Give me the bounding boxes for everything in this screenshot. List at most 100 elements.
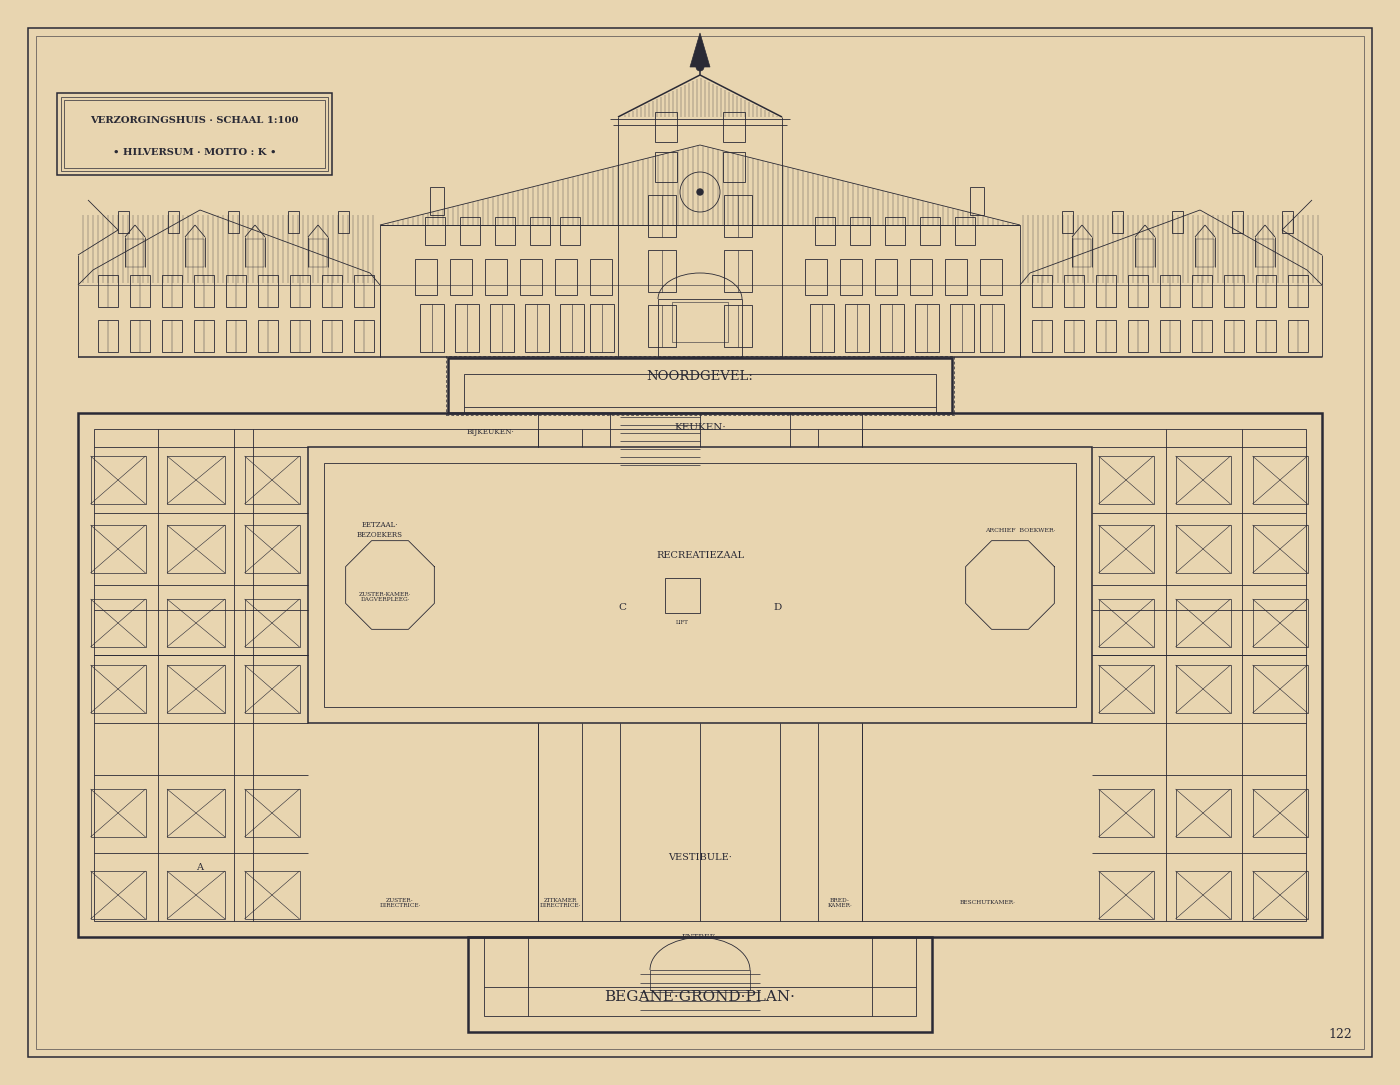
Bar bbox=[1032, 275, 1051, 307]
Text: ZUSTER-KAMER·
DAGVERPLEEG·: ZUSTER-KAMER· DAGVERPLEEG· bbox=[358, 591, 412, 602]
Bar bbox=[322, 320, 342, 352]
Bar bbox=[258, 275, 279, 307]
Bar bbox=[1032, 320, 1051, 352]
Bar bbox=[94, 429, 1306, 921]
Bar bbox=[64, 100, 325, 168]
Bar bbox=[490, 304, 514, 352]
Text: BEGANE·GROND·PLAN·: BEGANE·GROND·PLAN· bbox=[605, 990, 795, 1004]
Circle shape bbox=[697, 189, 703, 195]
Bar bbox=[1099, 599, 1154, 647]
Bar bbox=[724, 250, 752, 292]
Bar bbox=[1176, 456, 1231, 505]
Bar bbox=[322, 275, 342, 307]
Bar bbox=[1176, 871, 1231, 919]
Bar bbox=[448, 358, 952, 413]
Bar bbox=[658, 299, 742, 357]
Text: BESCHUTKAMER·: BESCHUTKAMER· bbox=[960, 901, 1016, 906]
Bar bbox=[118, 210, 129, 233]
Bar bbox=[91, 456, 146, 505]
Bar bbox=[1253, 789, 1308, 837]
Bar bbox=[1253, 871, 1308, 919]
Bar bbox=[91, 789, 146, 837]
Bar bbox=[885, 217, 904, 245]
Bar bbox=[1128, 275, 1148, 307]
Bar bbox=[484, 937, 916, 1016]
Bar bbox=[1253, 665, 1308, 713]
Bar bbox=[846, 304, 869, 352]
Bar bbox=[1099, 871, 1154, 919]
Bar bbox=[648, 250, 676, 292]
Bar bbox=[323, 463, 1077, 707]
Bar bbox=[195, 275, 214, 307]
Bar bbox=[245, 456, 300, 505]
Bar bbox=[955, 217, 974, 245]
Bar bbox=[91, 525, 146, 573]
Bar bbox=[655, 112, 678, 142]
Bar bbox=[195, 320, 214, 352]
Bar bbox=[430, 187, 444, 215]
Bar bbox=[1161, 320, 1180, 352]
Bar bbox=[167, 665, 225, 713]
Bar bbox=[449, 259, 472, 295]
Bar bbox=[1176, 525, 1231, 573]
Bar bbox=[1063, 210, 1072, 233]
Bar bbox=[525, 304, 549, 352]
Text: LIFT: LIFT bbox=[676, 621, 689, 625]
Bar bbox=[1099, 525, 1154, 573]
Bar bbox=[1099, 456, 1154, 505]
Bar bbox=[420, 304, 444, 352]
Bar bbox=[840, 259, 862, 295]
Bar bbox=[805, 259, 827, 295]
Bar bbox=[354, 320, 374, 352]
Bar bbox=[98, 275, 118, 307]
Bar bbox=[455, 304, 479, 352]
Bar bbox=[1099, 789, 1154, 837]
Text: A: A bbox=[196, 863, 203, 871]
Bar bbox=[850, 217, 869, 245]
Bar bbox=[1224, 275, 1245, 307]
Text: 122: 122 bbox=[1329, 1029, 1352, 1042]
Text: ENTREE·: ENTREE· bbox=[682, 933, 718, 941]
Bar bbox=[560, 304, 584, 352]
Polygon shape bbox=[690, 33, 710, 67]
Text: EETZAAL·
BEZOEKERS: EETZAAL· BEZOEKERS bbox=[357, 522, 403, 538]
Bar bbox=[167, 525, 225, 573]
Bar bbox=[672, 302, 728, 342]
Text: VESTIBULE·: VESTIBULE· bbox=[668, 853, 732, 861]
Bar bbox=[167, 456, 225, 505]
Bar bbox=[186, 239, 204, 267]
Bar bbox=[1064, 320, 1084, 352]
Bar bbox=[130, 275, 150, 307]
Bar bbox=[258, 320, 279, 352]
Bar bbox=[167, 871, 225, 919]
Bar bbox=[724, 305, 752, 347]
Text: ZITKAMER
DIRECTRICE·: ZITKAMER DIRECTRICE· bbox=[539, 897, 581, 908]
Bar bbox=[722, 112, 745, 142]
Bar bbox=[945, 259, 967, 295]
Bar bbox=[245, 599, 300, 647]
Text: KEUKEN·: KEUKEN· bbox=[675, 422, 725, 432]
Bar bbox=[130, 320, 150, 352]
Bar bbox=[245, 789, 300, 837]
Text: ZUSTER-
DIRECTRICE·: ZUSTER- DIRECTRICE· bbox=[379, 897, 421, 908]
Bar bbox=[554, 259, 577, 295]
Bar bbox=[57, 93, 332, 175]
Bar bbox=[1256, 320, 1275, 352]
Text: VERZORGINGSHUIS · SCHAAL 1:100: VERZORGINGSHUIS · SCHAAL 1:100 bbox=[90, 116, 298, 125]
Bar bbox=[875, 259, 897, 295]
Bar bbox=[531, 217, 550, 245]
Bar bbox=[655, 152, 678, 182]
Bar bbox=[910, 259, 932, 295]
Bar bbox=[91, 871, 146, 919]
Text: D: D bbox=[774, 602, 783, 612]
Bar bbox=[309, 239, 328, 267]
Bar bbox=[648, 305, 676, 347]
Bar bbox=[1161, 275, 1180, 307]
Bar bbox=[1256, 275, 1275, 307]
Bar bbox=[1253, 525, 1308, 573]
Text: ARCHIEF  BOEKWER·: ARCHIEF BOEKWER· bbox=[984, 527, 1056, 533]
Bar bbox=[560, 217, 580, 245]
Bar bbox=[91, 599, 146, 647]
Text: RECREATIEZAAL: RECREATIEZAAL bbox=[657, 550, 743, 560]
Bar bbox=[1191, 320, 1212, 352]
